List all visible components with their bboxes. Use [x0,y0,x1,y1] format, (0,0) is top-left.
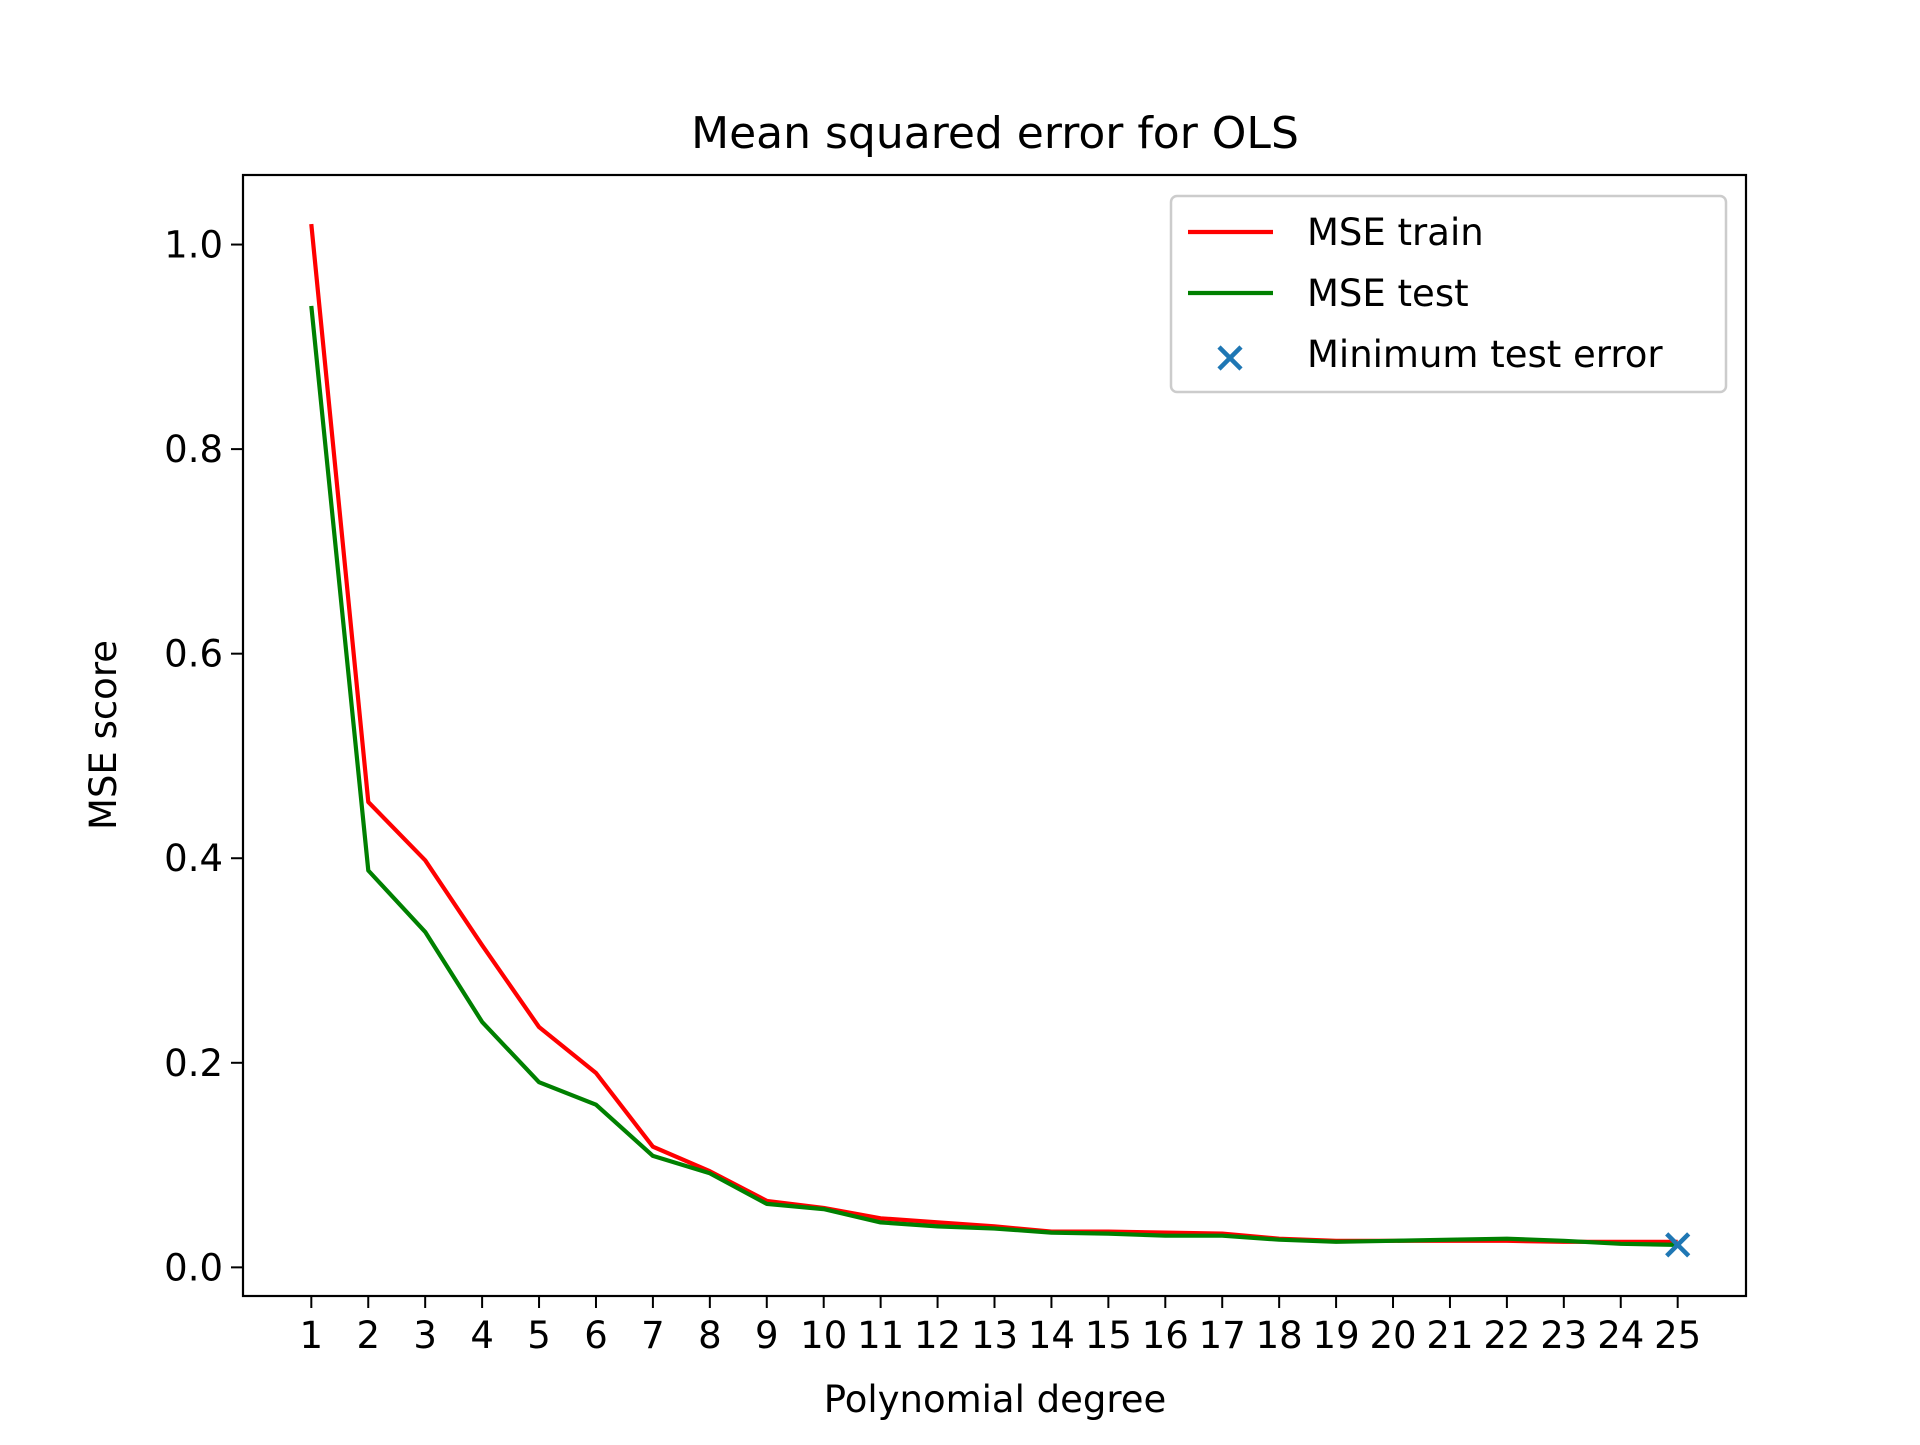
y-axis-title: MSE score [82,640,125,830]
x-tick-label: 14 [1028,1314,1075,1357]
x-tick-label: 15 [1085,1314,1132,1357]
x-tick-label: 7 [641,1314,665,1357]
y-tick-label: 0.0 [164,1246,223,1289]
y-tick-label: 0.8 [164,428,223,471]
x-tick-label: 23 [1540,1314,1587,1357]
x-tick-label: 1 [300,1314,324,1357]
x-tick-label: 22 [1483,1314,1530,1357]
plot-area: 0.00.20.40.60.81.01 2 3 4 5 6 7 8 9 10 11 12 13 14 15 1… [164,173,1748,1357]
x-tick-label: 6 [584,1314,608,1357]
y-tick-label: 0.6 [164,633,223,676]
x-tick-label: 2 [356,1314,380,1357]
x-tick-label: 17 [1199,1314,1246,1357]
y-tick-label: 1.0 [164,224,223,267]
x-tick-label: 3 [413,1314,437,1357]
marker-stroke [1217,345,1243,371]
scatter-point-minimum-test-error [1665,1232,1691,1258]
legend-label-mse-train: MSE train [1307,211,1484,254]
x-tick-label: 8 [698,1314,722,1357]
legend-label-mse-test: MSE test [1307,272,1469,315]
legend-frame [1169,194,1728,394]
x-axis-title: Polynomial degree [824,1378,1167,1421]
y-tick-label: 0.4 [164,837,223,880]
legend-swatch-minimum-test-error [1217,345,1243,371]
chart-title: Mean squared error for OLS [691,108,1299,159]
legend-label-minimum-test-error: Minimum test error [1307,333,1663,376]
x-tick-label: 13 [971,1314,1018,1357]
x-tick-label: 25 [1654,1314,1701,1357]
x-tick-label: 18 [1256,1314,1303,1357]
x-tick-label: 24 [1597,1314,1644,1357]
marker-stroke [1665,1232,1691,1258]
series-line-mse-test [309,305,1678,1247]
x-tick-label: 11 [857,1314,904,1357]
x-tick-label: 21 [1426,1314,1473,1357]
x-tick-label: 10 [800,1314,847,1357]
y-tick-label: 0.2 [164,1042,223,1085]
x-tick-label: 19 [1313,1314,1360,1357]
x-tick-label: 12 [914,1314,961,1357]
x-tick-label: 16 [1142,1314,1189,1357]
x-tick-label: 9 [755,1314,779,1357]
x-tick-label: 4 [470,1314,494,1357]
x-tick-label: 20 [1369,1314,1416,1357]
legend: MSE train MSE test Minimum test error [1169,194,1728,394]
x-tick-label: 5 [527,1314,551,1357]
